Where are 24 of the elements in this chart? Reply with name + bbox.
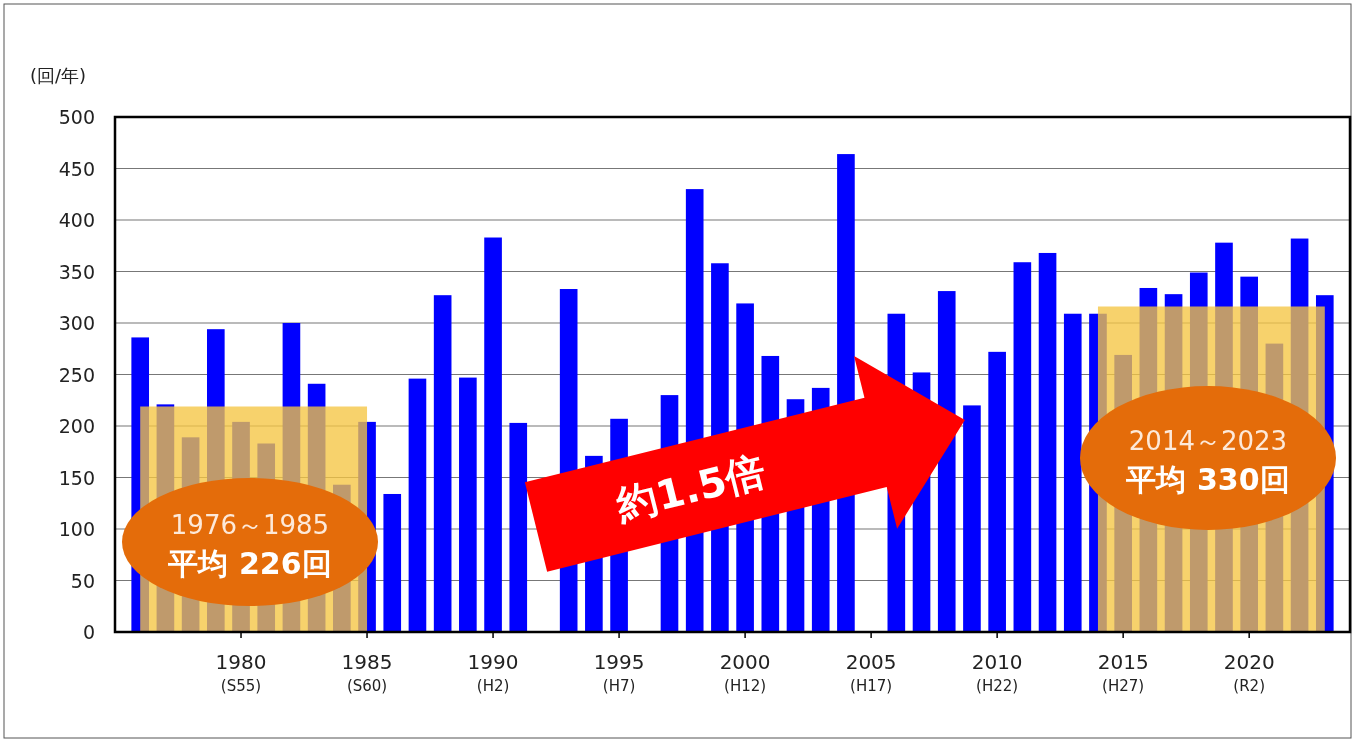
x-tick-label: 1980 (S55) xyxy=(215,650,267,695)
y-tick-label: 0 xyxy=(82,621,95,643)
y-tick-label: 500 xyxy=(58,106,95,128)
y-tick-label: 350 xyxy=(58,260,95,283)
x-tick-label: 2010 (H22) xyxy=(971,650,1023,695)
annotation: 2014～2023 平均 330回 xyxy=(1125,426,1290,497)
x-tick-label: 2005 (H17) xyxy=(845,650,897,695)
y-axis-title: (回/年) xyxy=(30,65,87,86)
x-tick-label: 1990 (H2) xyxy=(467,650,519,695)
x-tick-label: 2020 (R2) xyxy=(1223,650,1275,695)
y-tick-label: 50 xyxy=(70,569,95,592)
y-tick-label: 450 xyxy=(58,157,95,180)
x-tick-label: 2015 (H27) xyxy=(1097,650,1149,695)
y-tick-label: 400 xyxy=(58,209,95,231)
y-tick-label: 250 xyxy=(58,363,95,386)
annotation: 約1.5倍 xyxy=(611,447,770,530)
annotation: 1976～1985 平均 226回 xyxy=(167,510,332,581)
y-tick-label: 200 xyxy=(58,415,95,437)
x-tick-label: 2000 (H12) xyxy=(719,650,771,695)
y-tick-label: 100 xyxy=(58,518,95,540)
x-tick-label: 1985 (S60) xyxy=(341,650,393,695)
y-tick-label: 300 xyxy=(58,312,95,334)
y-tick-label: 150 xyxy=(58,466,95,489)
x-tick-label: 1995 (H7) xyxy=(593,650,645,695)
